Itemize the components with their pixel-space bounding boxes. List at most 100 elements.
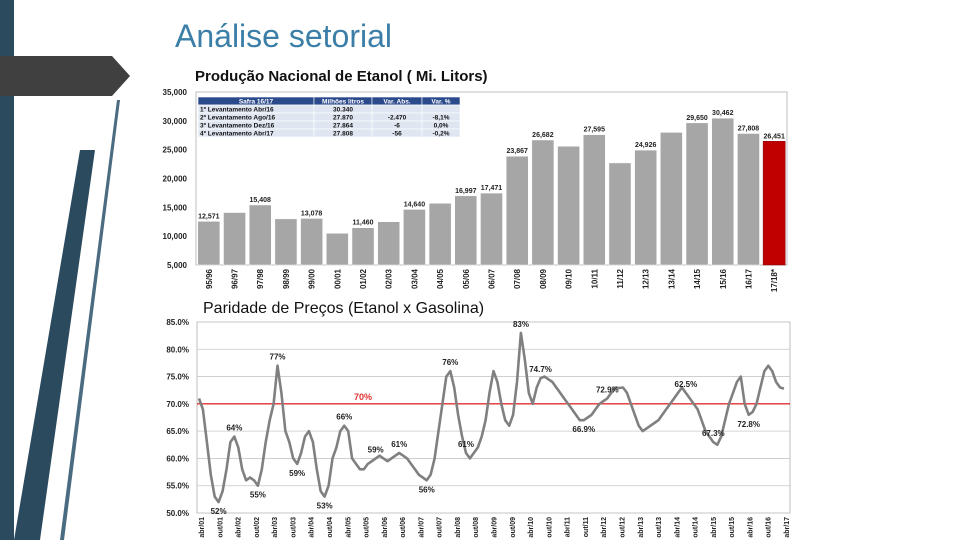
line-x-tick-label: abr/03 xyxy=(272,517,279,538)
line-annotation: 64% xyxy=(226,424,242,433)
table-cell-text: 2º Levantamento Ago/16 xyxy=(200,114,275,121)
line-y-tick-label: 85.0% xyxy=(166,318,189,327)
bar-05-06 xyxy=(454,195,478,266)
line-annotation: 83% xyxy=(513,320,529,329)
bar-x-tick-label: 14/15 xyxy=(693,268,702,289)
line-annotation: 76% xyxy=(442,358,458,367)
bar-x-tick-label: 99/00 xyxy=(308,268,317,289)
line-annotation: 61% xyxy=(458,440,474,449)
line-x-tick-label: abr/12 xyxy=(601,517,608,538)
bar-x-tick-label: 96/97 xyxy=(231,268,240,289)
bar-data-label: 26,451 xyxy=(763,133,785,140)
table-cell-text: -2.470 xyxy=(388,114,407,121)
line-x-tick-label: out/10 xyxy=(546,517,553,538)
bar-02-03 xyxy=(377,221,401,266)
bar-98-99 xyxy=(274,218,298,266)
bar-x-tick-label: 11/12 xyxy=(616,268,625,288)
bar-x-tick-label: 09/10 xyxy=(565,268,574,289)
table-header-text: Safra 16/17 xyxy=(239,98,274,105)
bar-data-label: 17,471 xyxy=(481,185,503,192)
line-y-tick-label: 70.0% xyxy=(166,400,189,409)
line-x-tick-label: abr/01 xyxy=(199,517,206,538)
bar-99-00 xyxy=(300,218,323,266)
table-cell xyxy=(421,128,461,138)
bar-y-tick-label: 35,000 xyxy=(163,88,188,97)
line-x-tick-label: out/06 xyxy=(400,517,407,538)
table-cell-text: 30.340 xyxy=(333,106,353,113)
decorative-streaks xyxy=(14,100,120,540)
table-cell-text: -6 xyxy=(394,122,400,129)
line-y-tick-label: 65.0% xyxy=(166,427,189,436)
bar-97-98 xyxy=(248,204,272,266)
bar-data-label: 15,408 xyxy=(250,197,272,204)
line-annotation: 55% xyxy=(250,491,266,500)
parity-series-line xyxy=(197,331,785,504)
line-x-tick-label: out/08 xyxy=(473,517,480,538)
line-annotation: 66.9% xyxy=(572,425,595,434)
line-x-tick-label: out/07 xyxy=(437,517,444,538)
line-y-tick-label: 75.0% xyxy=(166,373,189,382)
line-annotation: 62.5% xyxy=(675,380,698,389)
bar-01-02 xyxy=(351,227,375,266)
bar-09-10 xyxy=(557,145,580,266)
line-annotation: 77% xyxy=(270,353,286,362)
line-annotation: 52% xyxy=(211,507,227,516)
table-cell-text: 27.864 xyxy=(333,122,353,129)
line-x-tick-label: abr/08 xyxy=(455,517,462,538)
bar-12-13 xyxy=(634,149,657,266)
line-x-tick-label: abr/07 xyxy=(418,517,425,538)
bar-y-tick-label: 30,000 xyxy=(163,117,188,126)
line-chart-title: Paridade de Preços (Etanol x Gasolina) xyxy=(201,300,487,318)
bar-x-tick-label: 02/03 xyxy=(385,268,394,289)
slide-title: Análise setorial xyxy=(175,18,392,54)
bar-17-18- xyxy=(762,141,786,266)
bar-data-label: 26,682 xyxy=(532,132,554,139)
line-annotation: 61% xyxy=(391,440,407,449)
table-cell-text: -0,2% xyxy=(433,130,450,137)
bar-y-tick-label: 15,000 xyxy=(163,203,188,212)
table-cell-text: 3º Levantamento Dez/16 xyxy=(200,122,275,129)
line-x-tick-label: abr/09 xyxy=(492,517,499,538)
line-x-tick-label: abr/13 xyxy=(638,517,645,538)
bar-x-tick-label: 06/07 xyxy=(488,268,497,289)
bar-x-tick-label: 03/04 xyxy=(410,268,419,289)
table-header-text: Var. Abs. xyxy=(383,98,410,105)
line-x-tick-label: abr/11 xyxy=(565,517,572,537)
bar-x-tick-label: 12/13 xyxy=(642,268,651,289)
bar-data-label: 23,867 xyxy=(506,148,528,155)
line-x-tick-label: abr/06 xyxy=(382,517,389,538)
line-annotation: 56% xyxy=(419,485,435,494)
bar-data-label: 13,078 xyxy=(301,210,323,217)
line-x-tick-label: abr/05 xyxy=(345,517,352,538)
bar-13-14 xyxy=(660,132,683,266)
line-x-tick-label: out/14 xyxy=(693,517,700,538)
line-y-tick-label: 50.0% xyxy=(166,509,189,518)
line-x-tick-label: out/12 xyxy=(619,517,626,538)
line-x-tick-label: out/15 xyxy=(729,517,736,538)
bar-x-tick-label: 00/01 xyxy=(333,268,342,289)
line-annotation: 53% xyxy=(317,502,333,511)
bar-x-tick-label: 10/11 xyxy=(590,268,599,288)
bar-x-tick-label: 07/08 xyxy=(513,268,522,289)
bar-03-04 xyxy=(403,209,426,266)
bar-x-tick-label: 16/17 xyxy=(744,268,753,289)
bar-data-label: 27,808 xyxy=(738,125,760,132)
line-x-tick-label: out/02 xyxy=(254,517,261,538)
bar-y-tick-label: 20,000 xyxy=(163,175,188,184)
bar-data-label: 16,997 xyxy=(455,188,477,195)
line-plot-area xyxy=(196,321,791,514)
bar-08-09 xyxy=(531,139,555,266)
line-x-tick-label: abr/15 xyxy=(711,517,718,538)
bar-16-17 xyxy=(737,133,760,266)
bar-chart-title: Produção Nacional de Etanol ( Mi. Litors… xyxy=(195,68,488,85)
bar-15-16 xyxy=(711,117,735,266)
bar-95-96 xyxy=(197,221,221,266)
table-header-text: Var. % xyxy=(431,98,450,105)
bar-x-tick-label: 97/98 xyxy=(256,268,265,289)
bar-data-label: 27,595 xyxy=(584,127,606,134)
table-cell-text: 27.870 xyxy=(333,114,353,121)
bar-96-97 xyxy=(223,212,246,266)
line-x-tick-label: out/05 xyxy=(364,517,371,538)
line-x-tick-label: out/13 xyxy=(656,517,663,538)
